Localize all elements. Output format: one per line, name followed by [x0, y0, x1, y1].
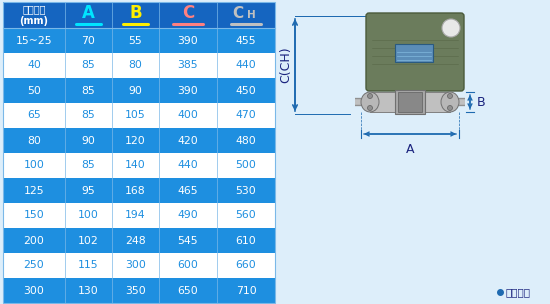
Bar	[3, 103, 275, 128]
Circle shape	[448, 94, 453, 98]
Text: 130: 130	[78, 285, 99, 295]
Text: 85: 85	[81, 85, 95, 95]
Text: 120: 120	[125, 136, 146, 146]
Text: 470: 470	[235, 110, 256, 120]
Circle shape	[367, 105, 372, 110]
Text: 常规仪表: 常规仪表	[506, 287, 531, 297]
Text: 90: 90	[81, 136, 96, 146]
Text: 168: 168	[125, 185, 146, 195]
Circle shape	[448, 105, 453, 110]
Text: C(CH): C(CH)	[279, 47, 293, 83]
Bar	[3, 78, 275, 103]
Text: 85: 85	[81, 161, 95, 171]
Text: 600: 600	[178, 261, 199, 271]
Text: 100: 100	[78, 210, 99, 220]
Bar	[3, 228, 275, 253]
Text: A: A	[406, 143, 414, 156]
Text: 385: 385	[178, 60, 199, 71]
Text: 450: 450	[235, 85, 256, 95]
Text: H: H	[247, 10, 256, 20]
Text: 420: 420	[178, 136, 199, 146]
Bar	[3, 153, 275, 178]
Text: 710: 710	[235, 285, 256, 295]
Bar	[278, 0, 550, 304]
Text: 140: 140	[125, 161, 146, 171]
Text: 100: 100	[24, 161, 45, 171]
Text: 250: 250	[24, 261, 45, 271]
Text: 85: 85	[81, 60, 95, 71]
Bar	[3, 28, 275, 53]
Text: 90: 90	[129, 85, 142, 95]
Text: 200: 200	[24, 236, 45, 246]
Bar	[3, 128, 275, 153]
Text: B: B	[129, 4, 142, 22]
Text: 65: 65	[27, 110, 41, 120]
Text: 300: 300	[125, 261, 146, 271]
Text: 400: 400	[178, 110, 199, 120]
Bar	[3, 178, 275, 203]
Text: 490: 490	[178, 210, 199, 220]
Text: 660: 660	[235, 261, 256, 271]
Bar	[3, 2, 275, 303]
Text: 115: 115	[78, 261, 99, 271]
Text: 545: 545	[178, 236, 199, 246]
Text: 350: 350	[125, 285, 146, 295]
Ellipse shape	[441, 92, 459, 112]
Text: 80: 80	[129, 60, 142, 71]
Text: 80: 80	[27, 136, 41, 146]
Text: 440: 440	[235, 60, 256, 71]
Bar	[3, 2, 275, 28]
Text: 248: 248	[125, 236, 146, 246]
Bar	[3, 53, 275, 78]
Text: 95: 95	[81, 185, 95, 195]
Bar	[398, 92, 422, 112]
Bar	[3, 278, 275, 303]
Text: 105: 105	[125, 110, 146, 120]
Text: 560: 560	[235, 210, 256, 220]
Text: 300: 300	[24, 285, 45, 295]
Text: C: C	[232, 5, 243, 20]
Text: A: A	[82, 4, 95, 22]
Text: 50: 50	[27, 85, 41, 95]
Text: 仪表口径
(mm): 仪表口径 (mm)	[19, 4, 48, 26]
Text: 55: 55	[129, 36, 142, 46]
Text: B: B	[477, 95, 486, 109]
Bar	[395, 90, 425, 114]
Ellipse shape	[361, 92, 379, 112]
FancyBboxPatch shape	[366, 13, 464, 91]
Text: 530: 530	[235, 185, 256, 195]
Text: 194: 194	[125, 210, 146, 220]
Text: 455: 455	[236, 36, 256, 46]
Text: C: C	[182, 4, 194, 22]
Bar	[3, 203, 275, 228]
Text: 465: 465	[178, 185, 199, 195]
Text: 390: 390	[178, 36, 199, 46]
Circle shape	[442, 19, 460, 37]
Text: 40: 40	[27, 60, 41, 71]
Text: 480: 480	[235, 136, 256, 146]
Text: 85: 85	[81, 110, 95, 120]
Bar	[405, 88, 415, 94]
Bar	[370, 92, 450, 112]
Text: 440: 440	[178, 161, 199, 171]
Text: 15~25: 15~25	[16, 36, 52, 46]
Text: 125: 125	[24, 185, 45, 195]
Text: 102: 102	[78, 236, 99, 246]
Bar	[395, 44, 433, 62]
Circle shape	[367, 94, 372, 98]
Text: 150: 150	[24, 210, 45, 220]
Text: 500: 500	[235, 161, 256, 171]
Text: 610: 610	[235, 236, 256, 246]
Text: 70: 70	[81, 36, 96, 46]
Text: 390: 390	[178, 85, 199, 95]
Text: 650: 650	[178, 285, 199, 295]
Bar	[3, 253, 275, 278]
